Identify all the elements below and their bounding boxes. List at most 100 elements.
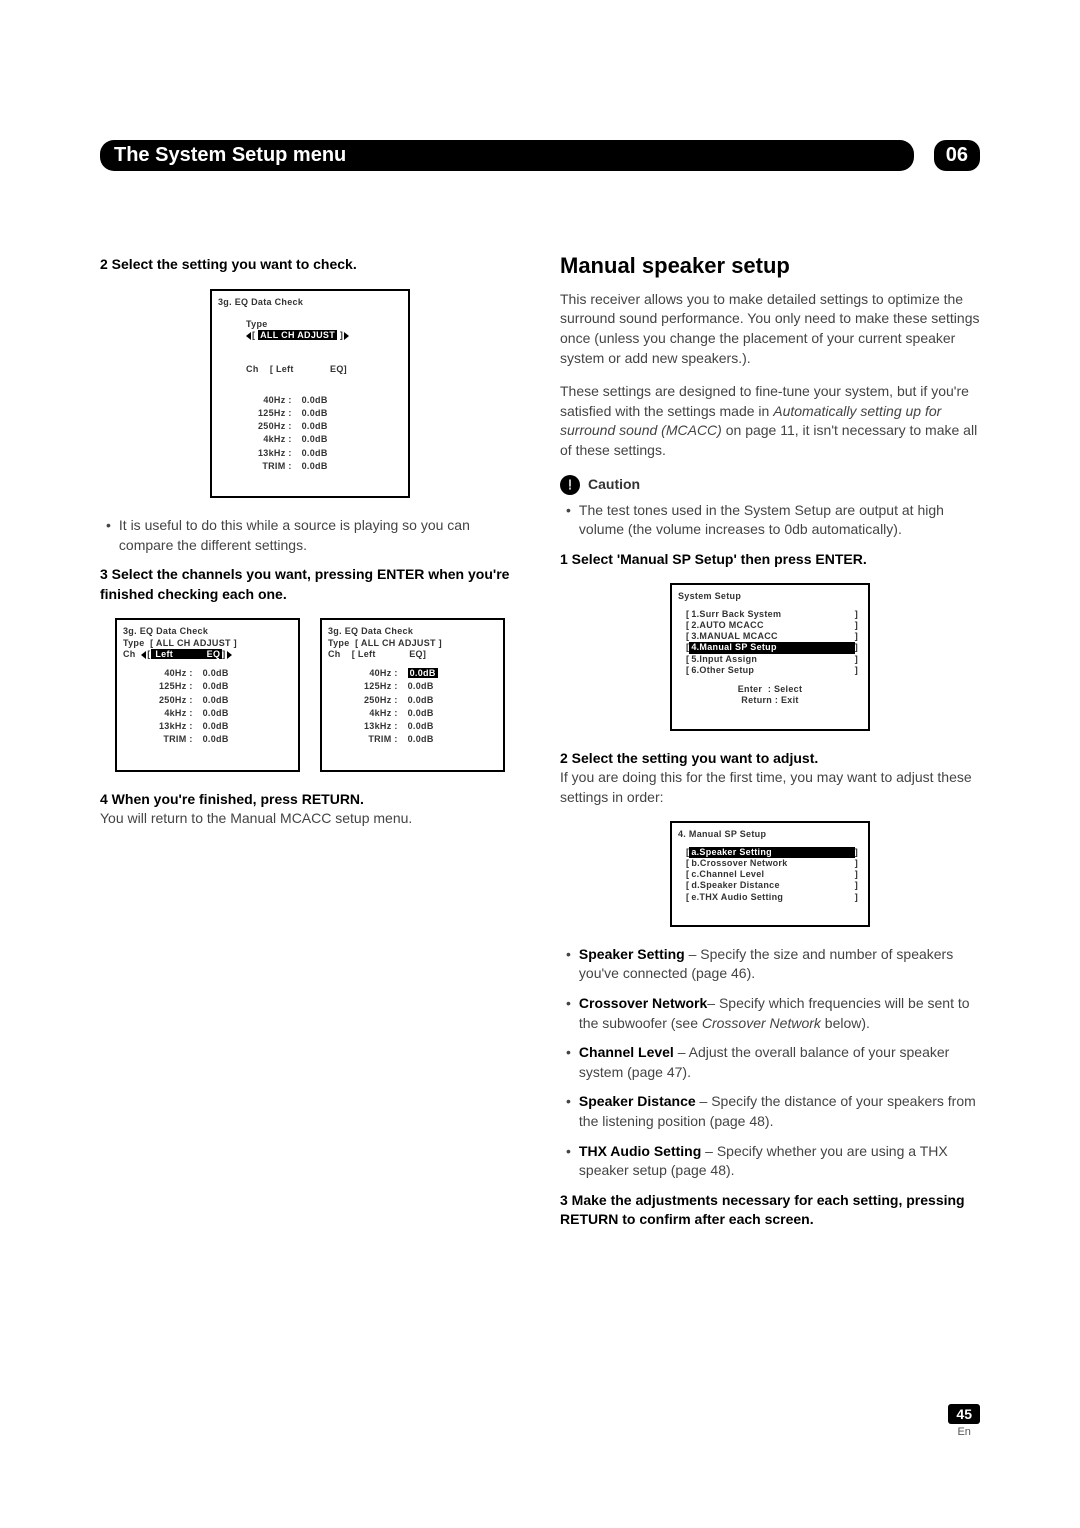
eq-row-val-highlight: 0.0dB <box>408 668 438 678</box>
right-column: Manual speaker setup This receiver allow… <box>560 251 980 1230</box>
eq-row-freq: 4kHz : <box>360 708 402 719</box>
osd-ch-left: Left <box>358 649 376 659</box>
caution-bullet: • The test tones used in the System Setu… <box>566 501 980 540</box>
menu-item: [e.THX Audio Setting] <box>686 892 858 903</box>
option-channel-level: •Channel Level – Adjust the overall bala… <box>566 1043 980 1082</box>
bullet-icon: • <box>106 516 111 555</box>
bullet-icon: • <box>566 994 571 1033</box>
menu-item: [c.Channel Level] <box>686 869 858 880</box>
menu-item: [3.MANUAL MCACC] <box>686 631 858 642</box>
caution-heading: Caution <box>560 475 980 495</box>
eq-row-val: 0.0dB <box>404 681 442 692</box>
step-2-heading: 2 Select the setting you want to check. <box>100 255 520 275</box>
osd-type-row: Type [ ALL CH ADJUST ] <box>328 638 497 649</box>
menu-label: c.Channel Level <box>689 869 854 880</box>
bullet-icon: • <box>566 1092 571 1131</box>
menu-label: b.Crossover Network <box>689 858 854 869</box>
osd-type-value: ALL CH ADJUST <box>361 638 436 648</box>
menu-label: a.Speaker Setting <box>689 847 854 858</box>
menu-label: 6.Other Setup <box>689 665 854 676</box>
caution-icon <box>560 475 580 495</box>
osd-type-value: ALL CH ADJUST <box>258 330 337 340</box>
eq-row-freq: TRIM : <box>254 461 296 472</box>
osd-ch-left: Left <box>276 364 294 374</box>
eq-row-freq: 125Hz : <box>155 681 197 692</box>
bullet-icon: • <box>566 1043 571 1082</box>
page-header: The System Setup menu 06 <box>100 140 980 171</box>
osd-eq-text: EQ <box>207 649 221 659</box>
osd-title: 3g. EQ Data Check <box>123 626 292 637</box>
menu-item-selected: [a.Speaker Setting] <box>686 847 858 858</box>
osd-title: 4. Manual SP Setup <box>678 829 862 840</box>
osd-title: 3g. EQ Data Check <box>218 297 402 308</box>
osd-ch-row: Ch [ Left EQ] <box>218 353 402 387</box>
left-arrow-icon <box>141 651 146 659</box>
eq-row-freq: 250Hz : <box>155 695 197 706</box>
osd-eq-data-check-left: 3g. EQ Data Check Type [ ALL CH ADJUST ]… <box>115 618 300 771</box>
eq-row-freq: TRIM : <box>155 734 197 745</box>
eq-row-val: 0.0dB <box>298 434 332 445</box>
step-4-body: You will return to the Manual MCACC setu… <box>100 809 520 829</box>
osd-ch-row: Ch [ Left EQ] <box>328 649 497 660</box>
header-title: The System Setup menu <box>100 140 914 171</box>
eq-row-val: 0.0dB <box>298 421 332 432</box>
step-2-note-text: It is useful to do this while a source i… <box>119 516 520 555</box>
osd-ch-label: Ch <box>328 649 341 659</box>
eq-row-val: 0.0dB <box>199 668 233 679</box>
menu-label: e.THX Audio Setting <box>689 892 854 903</box>
right-arrow-icon <box>344 332 349 340</box>
menu-item: [d.Speaker Distance] <box>686 880 858 891</box>
step-3-heading: 3 Select the channels you want, pressing… <box>100 565 520 604</box>
menu-item-selected: [4.Manual SP Setup] <box>686 642 858 653</box>
osd-type-row: Type [ ALL CH ADJUST ] <box>218 308 402 353</box>
eq-row-val: 0.0dB <box>404 708 442 719</box>
bullet-icon: • <box>566 945 571 984</box>
menu-label: 1.Surr Back System <box>689 609 854 620</box>
eq-row-val: 0.0dB <box>404 721 442 732</box>
osd-return-hint: Return : Exit <box>678 695 862 706</box>
option-label: Channel Level <box>579 1044 674 1060</box>
caution-text: The test tones used in the System Setup … <box>579 501 980 540</box>
eq-row-freq: 40Hz : <box>360 668 402 679</box>
eq-row-freq: 13kHz : <box>360 721 402 732</box>
osd-manual-sp-setup: 4. Manual SP Setup [a.Speaker Setting] [… <box>670 821 870 927</box>
chapter-number: 06 <box>934 140 980 171</box>
eq-row-freq: 4kHz : <box>155 708 197 719</box>
option-label: Speaker Setting <box>579 946 685 962</box>
right-step-1: 1 Select 'Manual SP Setup' then press EN… <box>560 550 980 570</box>
option-desc-tail: below). <box>821 1015 870 1031</box>
option-speaker-setting: •Speaker Setting – Specify the size and … <box>566 945 980 984</box>
page-footer: 45 En <box>948 1404 980 1438</box>
eq-row-freq: 40Hz : <box>155 668 197 679</box>
eq-row-val: 0.0dB <box>298 448 332 459</box>
eq-row-freq: 125Hz : <box>254 408 296 419</box>
menu-item: [6.Other Setup] <box>686 665 858 676</box>
osd-title: 3g. EQ Data Check <box>328 626 497 637</box>
eq-row-val: 0.0dB <box>199 695 233 706</box>
osd-pair: 3g. EQ Data Check Type [ ALL CH ADJUST ]… <box>100 618 520 771</box>
osd-ch-label: Ch <box>123 649 136 659</box>
bullet-icon: • <box>566 501 571 540</box>
option-thx: •THX Audio Setting – Specify whether you… <box>566 1142 980 1181</box>
bullet-icon: • <box>566 1142 571 1181</box>
eq-row-val: 0.0dB <box>199 681 233 692</box>
right-step-3: 3 Make the adjustments necessary for eac… <box>560 1191 980 1230</box>
menu-item: [b.Crossover Network] <box>686 858 858 869</box>
osd-type-label: Type <box>246 319 268 329</box>
intro-para-2: These settings are designed to fine-tune… <box>560 382 980 460</box>
osd-type-label: Type <box>123 638 145 648</box>
menu-item: [2.AUTO MCACC] <box>686 620 858 631</box>
osd-eq-table: 40Hz :0.0dB 125Hz :0.0dB 250Hz :0.0dB 4k… <box>252 393 334 475</box>
caution-label: Caution <box>588 475 640 495</box>
osd-ch-eq: EQ <box>409 649 423 659</box>
menu-label: 5.Input Assign <box>689 654 854 665</box>
menu-label: d.Speaker Distance <box>689 880 854 891</box>
eq-row-val: 0.0dB <box>199 708 233 719</box>
option-crossover: •Crossover Network– Specify which freque… <box>566 994 980 1033</box>
eq-row-freq: 4kHz : <box>254 434 296 445</box>
menu-label: 4.Manual SP Setup <box>689 642 854 653</box>
osd-ch-row: Ch [ Left EQ] <box>123 649 292 660</box>
menu-item: [1.Surr Back System] <box>686 609 858 620</box>
eq-row-freq: 13kHz : <box>254 448 296 459</box>
option-label: Crossover Network <box>579 995 707 1011</box>
